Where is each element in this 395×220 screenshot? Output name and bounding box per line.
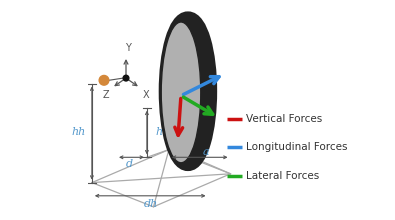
Text: X: X [143,90,149,100]
Circle shape [99,75,109,85]
Text: h: h [156,127,163,137]
Ellipse shape [175,20,214,161]
Text: d: d [126,159,133,169]
Text: Y: Y [125,43,131,53]
Polygon shape [181,158,195,163]
Polygon shape [181,20,195,24]
Circle shape [123,75,129,81]
Text: Vertical Forces: Vertical Forces [246,114,322,124]
Text: Longitudinal Forces: Longitudinal Forces [246,142,347,152]
Text: hh: hh [71,127,85,137]
Polygon shape [200,90,214,92]
Text: dh: dh [144,198,158,209]
Ellipse shape [161,22,201,163]
Text: a: a [203,147,210,157]
Text: Z: Z [103,90,109,100]
Text: Lateral Forces: Lateral Forces [246,171,319,181]
